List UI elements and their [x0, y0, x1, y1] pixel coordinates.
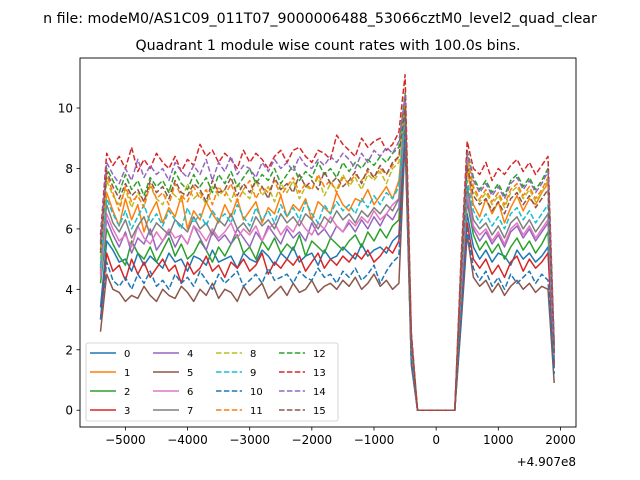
chart-title: Quadrant 1 module wise count rates with … [135, 38, 520, 54]
x-tick-label: 2000 [545, 433, 576, 447]
legend-label-12: 12 [313, 349, 326, 360]
legend-label-1: 1 [124, 368, 130, 379]
series-line-15 [99, 107, 555, 411]
series-line-7 [99, 104, 555, 411]
legend-label-13: 13 [313, 368, 326, 379]
legend-label-8: 8 [250, 349, 256, 360]
series-line-5 [99, 137, 555, 411]
legend-label-10: 10 [250, 387, 263, 398]
y-tick-label: 2 [65, 343, 73, 357]
legend-label-11: 11 [250, 406, 263, 417]
series-line-9 [99, 110, 555, 411]
series-line-13 [99, 74, 555, 411]
legend-label-3: 3 [124, 406, 130, 417]
series-line-0 [99, 122, 555, 411]
legend-label-15: 15 [313, 406, 326, 417]
series-line-2 [99, 110, 555, 411]
series-line-4 [99, 107, 555, 411]
x-tick-label: −1000 [354, 433, 395, 447]
y-tick-label: 0 [65, 404, 73, 418]
plot-area-frame [79, 57, 577, 428]
series-line-8 [99, 101, 555, 411]
legend-label-14: 14 [313, 387, 326, 398]
x-tick-label: −5000 [105, 433, 146, 447]
x-axis: −5000 −4000 −3000 −2000 −1000 0 1000 2000 [105, 427, 576, 447]
y-axis: 0 2 4 6 8 10 [58, 102, 80, 418]
chart-file-title: n file: modeM0/AS1C09_011T07_9000006488_… [43, 11, 597, 27]
y-tick-label: 4 [65, 283, 73, 297]
series-line-1 [99, 113, 555, 411]
legend-label-5: 5 [187, 368, 193, 379]
legend-label-7: 7 [187, 406, 193, 417]
legend-box [85, 342, 339, 422]
legend-label-4: 4 [187, 349, 193, 360]
y-tick-label: 8 [65, 162, 73, 176]
legend-label-0: 0 [124, 349, 130, 360]
series-line-6 [99, 116, 555, 411]
x-tick-label: 1000 [483, 433, 514, 447]
legend-label-6: 6 [187, 387, 193, 398]
x-tick-label: −4000 [167, 433, 208, 447]
legend-label-9: 9 [250, 368, 256, 379]
y-tick-label: 10 [58, 102, 73, 116]
legend-label-2: 2 [124, 387, 130, 398]
x-tick-label: −2000 [292, 433, 333, 447]
series-line-3 [99, 131, 555, 411]
series-line-14 [99, 95, 555, 411]
x-offset-label: +4.907e8 [517, 455, 576, 469]
y-tick-label: 6 [65, 222, 73, 236]
x-tick-label: 0 [432, 433, 440, 447]
plot-lines [99, 74, 555, 411]
x-tick-label: −3000 [229, 433, 270, 447]
series-line-11 [99, 98, 555, 411]
